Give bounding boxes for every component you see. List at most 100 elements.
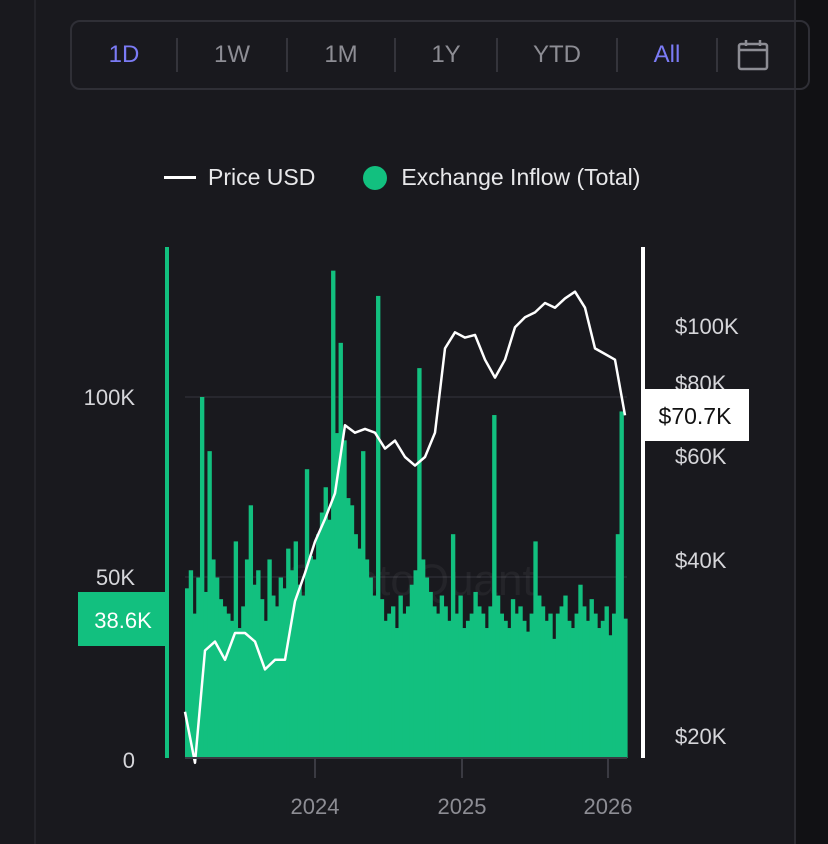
inflow-bar — [552, 638, 557, 758]
inflow-bar — [492, 415, 497, 758]
inflow-bar — [473, 591, 478, 758]
inflow-bar — [349, 505, 355, 758]
inflow-bar — [623, 618, 628, 758]
inflow-bar — [548, 613, 553, 758]
inflow-bar — [361, 451, 366, 758]
legend-price-label[interactable]: Price USD — [208, 164, 316, 190]
y-right-tick-label: $40K — [675, 548, 727, 573]
divider — [716, 38, 718, 72]
inflow-bar — [364, 559, 370, 758]
inflow-bar — [207, 451, 212, 758]
inflow-bar — [597, 628, 602, 758]
inflow-bar — [432, 606, 437, 758]
inflow-bar — [462, 628, 467, 758]
inflow-bar — [248, 505, 254, 758]
inflow-bar — [499, 613, 504, 758]
inflow-bar — [409, 584, 415, 758]
inflow-bar — [199, 397, 205, 758]
inflow-bar — [282, 588, 287, 758]
y-right-tick-label: $20K — [675, 724, 727, 749]
divider — [176, 38, 178, 72]
inflow-bar — [319, 512, 325, 758]
inflow-bar — [252, 584, 257, 758]
inflow-bar — [619, 411, 624, 758]
inflow-bar — [525, 631, 531, 758]
price-legend-line — [164, 176, 196, 179]
panel-scroll-edge — [794, 0, 828, 844]
inflow-bar — [544, 620, 549, 758]
inflow-bar — [293, 541, 298, 758]
divider — [286, 38, 288, 72]
inflow-bar — [514, 613, 519, 758]
range-1w-button[interactable]: 1W — [214, 41, 250, 68]
legend-inflow-label[interactable]: Exchange Inflow (Total) — [401, 164, 641, 190]
inflow-bar — [537, 595, 542, 758]
range-1y-button[interactable]: 1Y — [431, 41, 461, 68]
inflow-bar — [312, 559, 317, 758]
inflow-bar — [529, 613, 534, 758]
inflow-bar — [406, 606, 411, 758]
inflow-bar — [391, 606, 396, 758]
range-1m-button[interactable]: 1M — [324, 41, 358, 68]
inflow-bar — [447, 620, 452, 758]
x-tick-label: 2024 — [291, 794, 340, 819]
inflow-bar — [334, 433, 340, 758]
range-all-button[interactable]: All — [653, 41, 681, 68]
inflow-bar — [604, 606, 609, 758]
inflow-legend-dot — [363, 165, 388, 190]
inflow-bar — [477, 606, 482, 758]
inflow-bar — [218, 599, 224, 758]
left-axis-cursor-line — [165, 247, 169, 758]
inflow-bar — [353, 534, 358, 758]
inflow-bar — [612, 613, 617, 758]
inflow-bar — [226, 613, 231, 758]
inflow-bar — [274, 606, 280, 758]
price-current-value: $70.7K — [659, 403, 733, 429]
inflow-bar — [507, 628, 512, 758]
inflow-bar — [450, 534, 456, 758]
calendar-icon[interactable] — [718, 39, 788, 71]
inflow-bar — [267, 559, 272, 758]
inflow-bar — [593, 613, 598, 758]
inflow-bar — [271, 595, 276, 758]
inflow-bar — [480, 613, 486, 758]
inflow-bar — [192, 613, 197, 758]
inflow-bar — [417, 368, 422, 758]
y-left-tick-label: 100K — [84, 385, 136, 410]
inflow-bar — [278, 577, 283, 758]
inflow-bar — [263, 620, 269, 758]
chart-legend: Price USD Exchange Inflow (Total) — [164, 164, 640, 191]
inflow-bar — [600, 620, 606, 758]
inflow-bar — [241, 606, 246, 758]
inflow-bar — [376, 295, 381, 758]
inflow-bars — [185, 270, 628, 758]
range-ytd-button[interactable]: YTD — [533, 41, 581, 68]
inflow-bar — [402, 613, 407, 758]
inflow-bar — [458, 595, 463, 758]
inflow-bar — [203, 591, 209, 758]
inflow-bar — [443, 606, 448, 758]
inflow-bar — [518, 606, 523, 758]
inflow-bar — [428, 591, 433, 758]
inflow-bar — [563, 595, 568, 758]
inflow-bar — [469, 613, 475, 758]
inflow-bar — [559, 606, 564, 758]
inflow-bar — [420, 559, 426, 758]
divider — [616, 38, 618, 72]
inflow-bar — [286, 548, 291, 758]
inflow-bar — [578, 584, 583, 758]
range-1d-button[interactable]: 1D — [108, 41, 140, 68]
inflow-bar — [297, 584, 302, 758]
inflow-bar — [510, 599, 516, 758]
inflow-bar — [289, 570, 295, 758]
inflow-bar — [372, 595, 377, 758]
divider — [394, 38, 396, 72]
inflow-current-badge — [78, 592, 168, 646]
inflow-bar — [229, 620, 235, 758]
inflow-bar — [316, 534, 321, 758]
price-current-badge — [641, 389, 749, 441]
inflow-bar — [237, 628, 242, 758]
inflow-bar — [435, 613, 441, 758]
inflow-bar — [368, 577, 373, 758]
